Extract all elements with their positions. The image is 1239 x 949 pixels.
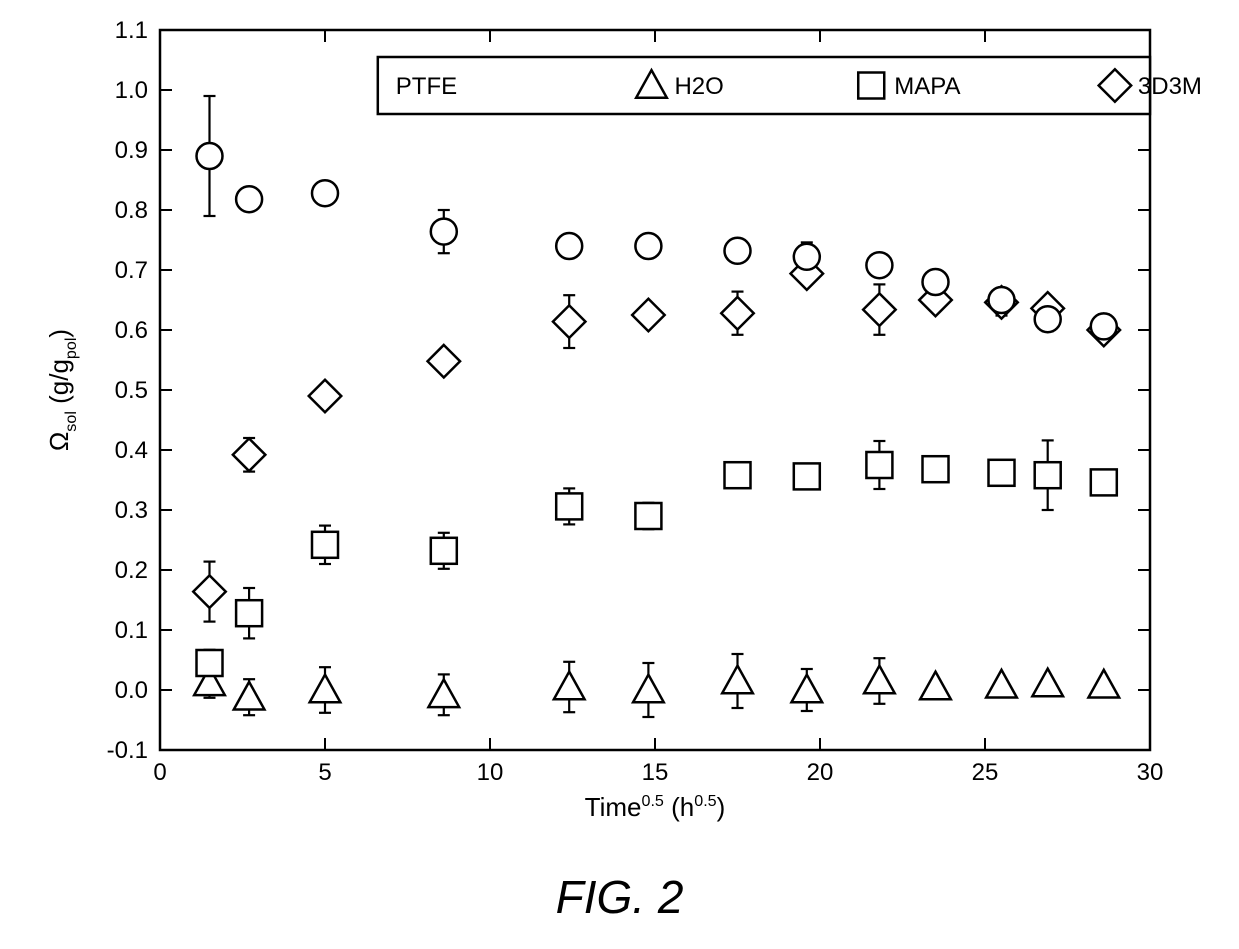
svg-text:10: 10 [477,759,504,786]
svg-text:0.6: 0.6 [115,317,148,344]
svg-text:15: 15 [642,759,669,786]
svg-text:25: 25 [972,759,999,786]
svg-text:-0.1: -0.1 [107,737,148,764]
svg-text:0: 0 [153,759,166,786]
svg-text:30: 30 [1137,759,1164,786]
svg-text:1.0: 1.0 [115,77,148,104]
svg-text:5: 5 [318,759,331,786]
svg-text:0.8: 0.8 [115,197,148,224]
scatter-chart: 0 5 10 15 20 25 30 -0.1 0.0 0.1 0.2 0.3 0.4 0.5 0.6 0.7… [0,0,1239,860]
svg-text:MAPA: MAPA [894,73,960,100]
svg-text:0.2: 0.2 [115,557,148,584]
svg-text:0.9: 0.9 [115,137,148,164]
svg-text:H2O: H2O [674,73,723,100]
svg-text:0.3: 0.3 [115,497,148,524]
svg-text:0.5: 0.5 [115,377,148,404]
svg-text:3D3M: 3D3M [1138,73,1202,100]
svg-text:0.7: 0.7 [115,257,148,284]
svg-text:20: 20 [807,759,834,786]
svg-text:0.1: 0.1 [115,617,148,644]
svg-text:0.0: 0.0 [115,677,148,704]
figure-caption: FIG. 2 [0,870,1239,924]
svg-text:PTFE: PTFE [396,73,457,100]
svg-text:1.1: 1.1 [115,17,148,44]
svg-text:0.4: 0.4 [115,437,148,464]
